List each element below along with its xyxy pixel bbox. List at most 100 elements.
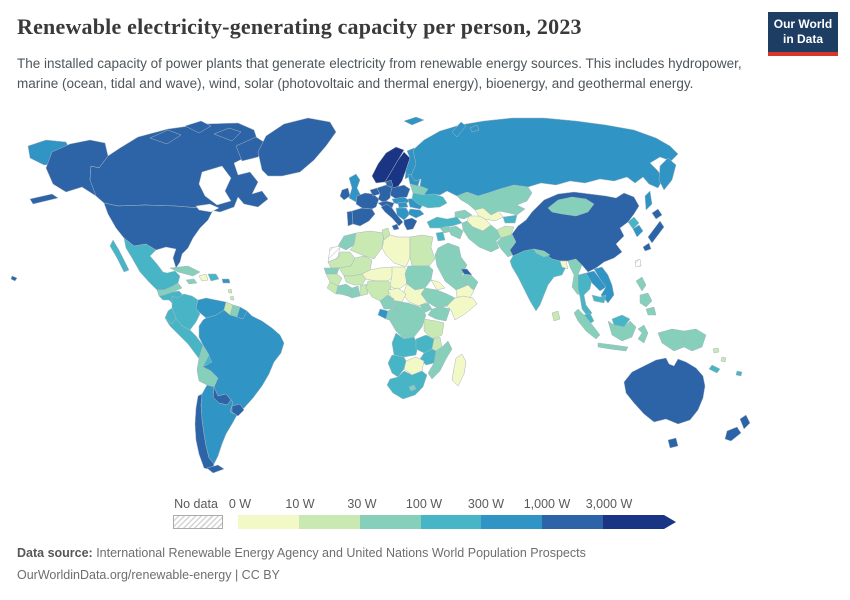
country-yemen[interactable] xyxy=(455,284,475,300)
country-south-africa[interactable] xyxy=(386,370,428,400)
country-ireland[interactable] xyxy=(339,187,351,201)
country-congo[interactable] xyxy=(385,306,401,322)
country-russia-novaya-zemlya[interactable] xyxy=(451,121,480,138)
country-namibia[interactable] xyxy=(387,354,407,378)
country-new-caledonia[interactable] xyxy=(708,364,721,374)
legend-bin-segment[interactable] xyxy=(542,515,604,529)
country-mexico-baja[interactable] xyxy=(109,239,130,273)
country-chad[interactable] xyxy=(389,266,409,291)
country-senegal[interactable] xyxy=(323,267,340,275)
country-australia[interactable] xyxy=(623,357,706,425)
country-greece[interactable] xyxy=(403,217,418,231)
country-fiji[interactable] xyxy=(735,370,743,377)
country-nepal[interactable] xyxy=(533,248,551,258)
country-greenland[interactable] xyxy=(257,117,337,177)
legend-no-data-swatch[interactable] xyxy=(173,515,223,529)
legend-bin-segment[interactable] xyxy=(603,515,665,529)
country-italy[interactable] xyxy=(380,203,404,231)
country-haiti[interactable] xyxy=(198,273,209,282)
country-australia-tasmania[interactable] xyxy=(667,437,679,449)
country-ghana[interactable] xyxy=(347,285,361,299)
country-balkans[interactable] xyxy=(395,207,411,221)
country-canada-island1[interactable] xyxy=(149,129,182,145)
country-tajikistan[interactable] xyxy=(502,214,518,224)
country-tierra-del-fuego[interactable] xyxy=(206,464,225,474)
country-spain[interactable] xyxy=(351,207,376,227)
country-svalbard[interactable] xyxy=(403,116,425,126)
country-norway[interactable] xyxy=(371,146,405,184)
country-indonesia-borneo[interactable] xyxy=(607,320,637,342)
country-somalia[interactable] xyxy=(446,295,478,321)
country-mozambique[interactable] xyxy=(427,340,453,380)
country-togo-benin[interactable] xyxy=(359,283,369,297)
country-new-zealand[interactable] xyxy=(724,414,751,442)
country-poland[interactable] xyxy=(389,184,411,200)
country-venezuela[interactable] xyxy=(195,297,227,319)
country-dominican-republic[interactable] xyxy=(207,273,220,282)
country-guinea[interactable] xyxy=(325,273,343,287)
country-papua-new-guinea[interactable] xyxy=(683,328,707,352)
country-canada-island3[interactable] xyxy=(213,127,242,142)
country-vietnam[interactable] xyxy=(593,266,615,304)
country-indonesia-sulawesi[interactable] xyxy=(637,324,649,344)
country-mexico[interactable] xyxy=(123,237,181,291)
country-jordan-israel[interactable] xyxy=(435,231,446,242)
legend-bin-segment[interactable] xyxy=(238,515,299,529)
country-germany[interactable] xyxy=(376,184,393,204)
country-indonesia-sumatra[interactable] xyxy=(573,308,601,340)
country-hungary[interactable] xyxy=(397,201,409,209)
country-bulgaria[interactable] xyxy=(407,208,425,219)
country-french-guiana[interactable] xyxy=(236,306,248,320)
country-tanzania[interactable] xyxy=(423,318,445,340)
country-burkina-faso[interactable] xyxy=(343,273,367,286)
country-kyrgyzstan[interactable] xyxy=(508,204,526,216)
country-russia[interactable] xyxy=(410,117,679,197)
country-madagascar[interactable] xyxy=(451,353,467,387)
country-solomon-islands[interactable] xyxy=(712,347,720,354)
country-south-korea[interactable] xyxy=(632,224,644,238)
country-russia-sakhalin[interactable] xyxy=(644,190,653,211)
legend-bin-segment[interactable] xyxy=(481,515,543,529)
country-uae[interactable] xyxy=(460,268,473,276)
legend-bin-segment[interactable] xyxy=(420,515,482,529)
country-sri-lanka[interactable] xyxy=(551,310,561,322)
country-japan[interactable] xyxy=(642,208,665,252)
country-afghanistan[interactable] xyxy=(496,225,515,239)
country-lesotho[interactable] xyxy=(408,384,417,392)
country-vanuatu[interactable] xyxy=(720,356,727,363)
legend-bin-segment[interactable] xyxy=(298,515,360,529)
country-eritrea[interactable] xyxy=(430,279,446,291)
country-iran[interactable] xyxy=(461,220,502,253)
country-usa-aleutians[interactable] xyxy=(29,193,59,205)
country-bangladesh[interactable] xyxy=(559,260,569,270)
country-kazakhstan[interactable] xyxy=(456,184,533,216)
country-lesser-antilles[interactable] xyxy=(227,288,235,301)
owid-link[interactable]: OurWorldinData.org/renewable-energy xyxy=(17,568,232,582)
country-puerto-rico[interactable] xyxy=(221,278,231,284)
country-south-sudan[interactable] xyxy=(402,283,428,307)
country-uruguay[interactable] xyxy=(231,403,245,417)
country-libya[interactable] xyxy=(381,234,411,268)
country-indonesia-papua[interactable] xyxy=(657,328,685,352)
country-caucasus[interactable] xyxy=(454,209,473,220)
country-kenya[interactable] xyxy=(427,306,451,322)
country-jamaica[interactable] xyxy=(185,278,198,285)
country-canada-island2[interactable] xyxy=(184,120,212,134)
country-mongolia[interactable] xyxy=(547,196,595,217)
country-cambodia[interactable] xyxy=(591,294,607,304)
owid-logo[interactable]: Our World in Data xyxy=(768,12,838,56)
country-oman[interactable] xyxy=(460,270,479,291)
country-algeria[interactable] xyxy=(349,230,385,260)
country-sudan[interactable] xyxy=(404,265,434,291)
country-cuba[interactable] xyxy=(169,265,201,277)
legend-color-bar[interactable] xyxy=(238,515,665,529)
country-russia-kamchatka[interactable] xyxy=(658,157,677,191)
country-france[interactable] xyxy=(355,192,380,210)
country-north-korea[interactable] xyxy=(627,216,640,230)
country-cameroon[interactable] xyxy=(379,294,395,310)
country-philippines[interactable] xyxy=(635,276,657,316)
country-usa-hawaii[interactable] xyxy=(10,275,18,282)
legend-bin-segment[interactable] xyxy=(359,515,421,529)
country-taiwan[interactable] xyxy=(634,258,642,268)
country-egypt[interactable] xyxy=(409,234,436,267)
